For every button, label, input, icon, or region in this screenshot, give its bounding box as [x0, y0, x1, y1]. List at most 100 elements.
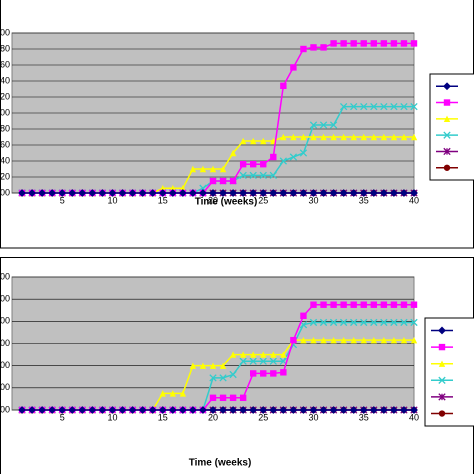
- marker: [380, 102, 388, 111]
- marker: [290, 336, 297, 344]
- marker: [168, 189, 177, 197]
- y-tick-label: .00: [0, 338, 10, 348]
- marker: [270, 370, 277, 377]
- marker: [229, 370, 237, 379]
- marker: [349, 189, 358, 197]
- marker: [148, 189, 157, 197]
- marker: [320, 44, 327, 51]
- marker: [28, 406, 37, 414]
- marker: [289, 406, 298, 414]
- marker: [400, 189, 408, 197]
- y-tick-label: .00: [0, 294, 10, 304]
- marker: [280, 351, 287, 358]
- marker: [319, 121, 328, 129]
- marker: [128, 406, 137, 414]
- marker: [239, 137, 247, 145]
- marker: [260, 351, 267, 358]
- y-tick-label: 80: [0, 123, 10, 133]
- marker: [290, 64, 297, 71]
- y-tick-label: 00: [0, 107, 10, 117]
- legend-marker: [443, 131, 451, 139]
- marker: [339, 318, 348, 327]
- marker: [260, 161, 267, 168]
- marker: [300, 133, 307, 141]
- marker: [108, 406, 117, 414]
- marker: [158, 189, 167, 197]
- marker: [209, 177, 217, 185]
- marker: [370, 318, 378, 327]
- legend-marker: [438, 343, 446, 351]
- marker: [369, 406, 378, 414]
- marker: [410, 301, 418, 308]
- marker: [279, 157, 288, 165]
- legend: [429, 73, 474, 181]
- legend-marker: [443, 147, 451, 156]
- marker: [260, 137, 267, 145]
- marker: [219, 394, 227, 402]
- marker: [340, 336, 347, 344]
- marker: [350, 102, 358, 111]
- marker: [78, 189, 87, 197]
- marker: [379, 406, 388, 414]
- marker: [168, 406, 177, 414]
- marker: [329, 406, 338, 414]
- marker: [239, 161, 247, 168]
- marker: [329, 318, 338, 327]
- legend-marker: [443, 164, 451, 171]
- marker: [400, 336, 408, 344]
- marker: [18, 189, 26, 197]
- marker: [400, 133, 408, 141]
- marker: [239, 171, 247, 180]
- marker: [380, 336, 388, 344]
- marker: [38, 189, 47, 197]
- marker: [169, 390, 176, 397]
- x-tick-label: 10: [107, 195, 117, 205]
- marker: [58, 189, 67, 197]
- marker: [369, 189, 378, 197]
- marker: [299, 406, 308, 414]
- marker: [319, 318, 328, 327]
- marker: [88, 406, 97, 414]
- marker: [18, 406, 26, 414]
- marker: [199, 362, 207, 369]
- marker: [259, 406, 268, 414]
- legend-marker: [438, 410, 446, 417]
- marker: [380, 318, 388, 327]
- marker: [379, 189, 388, 197]
- marker: [360, 301, 367, 308]
- marker: [320, 133, 327, 141]
- marker: [410, 336, 418, 344]
- marker: [88, 189, 97, 197]
- marker: [339, 189, 348, 197]
- series: [18, 189, 418, 197]
- x-tick-label: 15: [158, 412, 168, 422]
- marker: [330, 40, 337, 47]
- marker: [350, 40, 357, 47]
- marker: [269, 357, 277, 365]
- marker: [339, 406, 348, 414]
- marker: [48, 406, 57, 414]
- marker: [270, 351, 277, 358]
- marker: [48, 189, 57, 197]
- marker: [370, 336, 377, 344]
- marker: [329, 189, 338, 197]
- x-axis-title: Time (weeks): [195, 197, 258, 208]
- x-tick-label: 25: [258, 195, 268, 205]
- marker: [219, 362, 227, 369]
- marker: [350, 336, 357, 344]
- marker: [359, 406, 368, 414]
- legend-marker: [438, 326, 446, 335]
- marker: [68, 189, 77, 197]
- marker: [400, 301, 408, 308]
- marker: [299, 189, 308, 197]
- marker: [329, 121, 338, 129]
- marker: [300, 45, 307, 53]
- marker: [239, 394, 247, 402]
- x-tick-label: 10: [107, 412, 117, 422]
- marker: [330, 336, 337, 344]
- marker: [250, 370, 257, 377]
- marker: [400, 318, 408, 327]
- marker: [118, 406, 127, 414]
